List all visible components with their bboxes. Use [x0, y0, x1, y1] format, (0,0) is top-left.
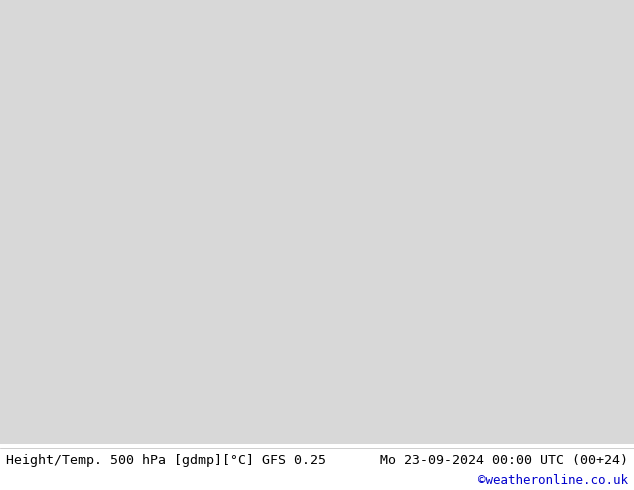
Text: ©weatheronline.co.uk: ©weatheronline.co.uk — [477, 474, 628, 488]
Text: Height/Temp. 500 hPa [gdmp][°C] GFS 0.25: Height/Temp. 500 hPa [gdmp][°C] GFS 0.25 — [6, 454, 327, 467]
Text: Mo 23-09-2024 00:00 UTC (00+24): Mo 23-09-2024 00:00 UTC (00+24) — [380, 454, 628, 467]
